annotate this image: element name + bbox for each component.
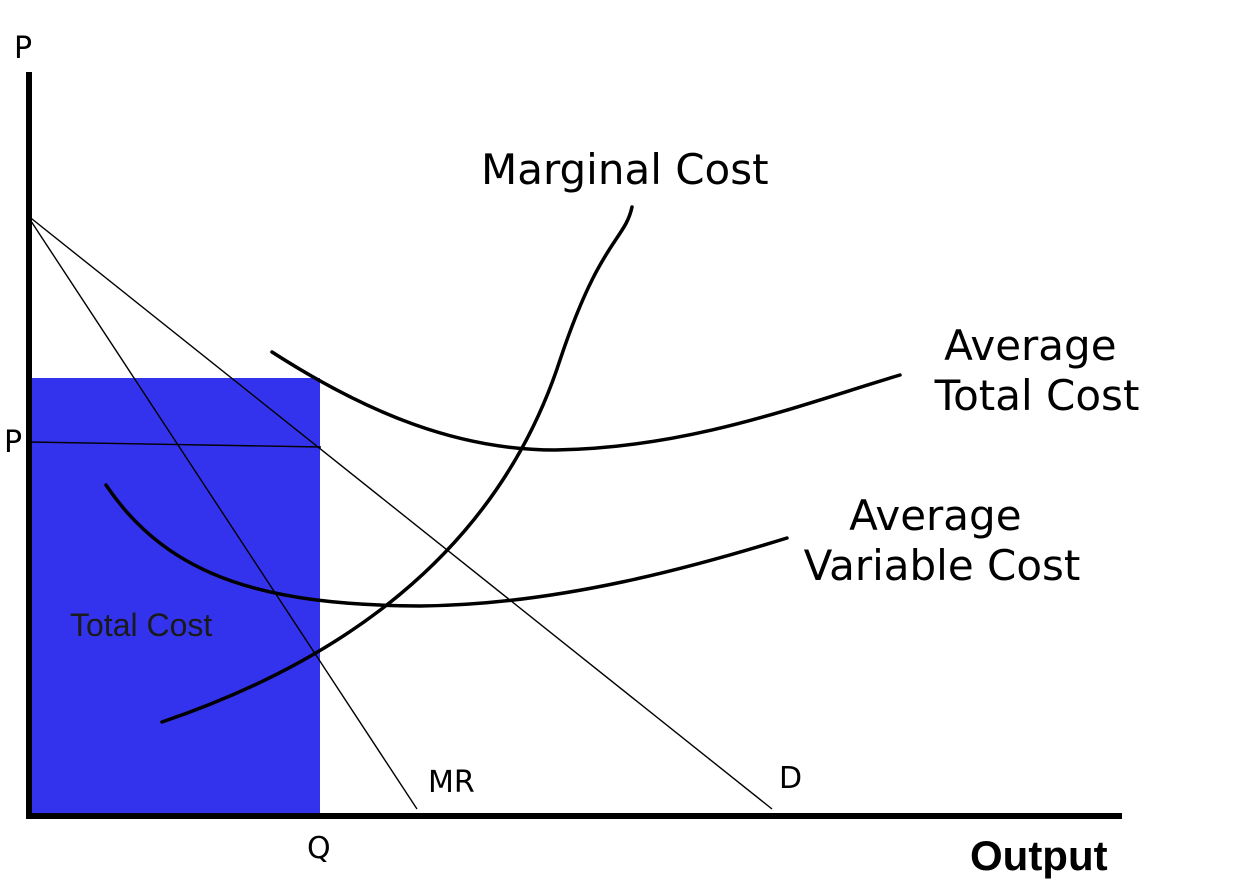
marginal-cost-curve: [160, 205, 634, 724]
demand-label: D: [779, 761, 802, 796]
demand-line: [26, 214, 773, 810]
average-variable-cost-label: Average Variable Cost: [804, 491, 1081, 590]
quantity-marker-label: Q: [307, 831, 331, 866]
price-line: [28, 441, 322, 448]
marginal-revenue-label: MR: [428, 765, 475, 800]
y-axis-label: P: [14, 31, 32, 66]
x-axis-label: Output: [970, 832, 1108, 879]
total-cost-label: Total Cost: [70, 607, 212, 643]
average-total-cost-curve: [270, 350, 902, 452]
price-marker-label: P: [4, 425, 22, 460]
average-variable-cost-curve: [104, 483, 789, 608]
total-cost-area: [29, 378, 320, 816]
marginal-cost-label: Marginal Cost: [481, 145, 769, 194]
average-total-cost-label: Average Total Cost: [934, 321, 1140, 420]
marginal-revenue-line: [26, 214, 418, 810]
